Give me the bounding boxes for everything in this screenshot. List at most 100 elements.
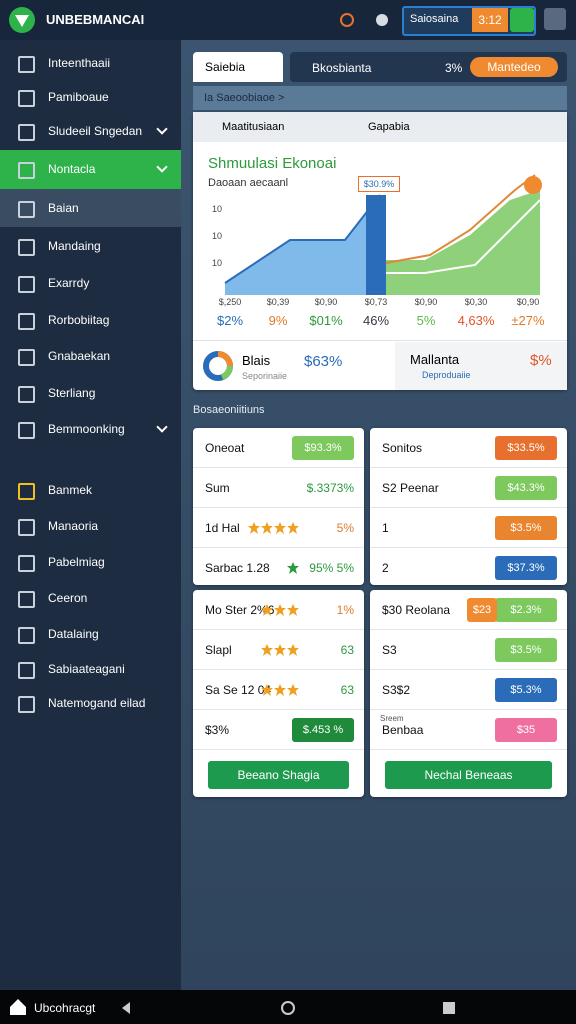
star (274, 644, 286, 656)
sidebar-icon (18, 201, 35, 218)
sidebar-item[interactable]: Datalaing (48, 627, 99, 641)
x-label: $0,90 (516, 297, 540, 307)
star (274, 684, 286, 696)
value-label: $01% (309, 313, 343, 328)
sidebar-item[interactable]: Banmek (48, 483, 93, 497)
sidebar-icon (18, 56, 35, 73)
y-label: 10 (212, 258, 223, 268)
stars (261, 644, 299, 656)
tab-button[interactable]: Mantedeo (470, 57, 558, 77)
footer-right-sub: Deproduaiie (422, 370, 471, 380)
value-pill: $.453 % (292, 718, 354, 742)
sidebar-item[interactable]: Pabelmiag (48, 555, 105, 569)
search-label[interactable]: Maatitusiaan (222, 121, 285, 133)
row-divider (370, 547, 567, 548)
star (261, 522, 273, 534)
sidebar-item[interactable]: Rorbobiitag (48, 313, 110, 327)
row-divider (193, 749, 364, 750)
star (274, 604, 286, 616)
menu-icon[interactable] (544, 8, 566, 30)
home-icon[interactable] (8, 997, 28, 1017)
card-button[interactable]: Beeano Shagia (208, 761, 349, 789)
sidebar-icon (18, 422, 35, 439)
row-value: 5% (336, 521, 354, 535)
row-divider (193, 709, 364, 710)
row-divider (370, 467, 567, 468)
sidebar-item[interactable]: Sabiaateagani (48, 662, 125, 676)
footer-right-bg (395, 342, 567, 390)
x-label: $0,73 (364, 297, 388, 307)
row-label: 1 (382, 521, 389, 535)
chart-header (193, 112, 567, 142)
badge-pill: $23 (467, 598, 497, 622)
value-label: 4,63% (457, 313, 495, 328)
breadcrumb: Ia Saeoobiaoe > (204, 92, 285, 104)
value-label: $2% (216, 313, 244, 328)
sidebar-item[interactable]: Natemogand eilad (48, 696, 146, 710)
sidebar-item[interactable]: Nontacla (48, 162, 96, 176)
sidebar-item[interactable]: Sterliang (48, 386, 96, 400)
sidebar-item[interactable]: Mandaing (48, 239, 101, 253)
row-divider (370, 749, 567, 750)
stars (261, 684, 299, 696)
row-divider (193, 507, 364, 508)
top-icons[interactable] (338, 10, 394, 30)
sidebar-item[interactable]: Bemmoonking (48, 422, 125, 436)
star (261, 604, 273, 616)
sidebar-icon (18, 483, 35, 500)
x-label: $0,90 (314, 297, 338, 307)
row-label: 2 (382, 561, 389, 575)
bottom-bar (0, 990, 576, 1024)
nav-buttons[interactable] (118, 998, 458, 1018)
value-label: 46% (362, 313, 390, 328)
divider (193, 340, 567, 341)
value-pill: $5.3% (495, 678, 557, 702)
value-pill: $3.5% (495, 516, 557, 540)
sidebar-icon (18, 124, 35, 141)
star (274, 522, 286, 534)
row-label: 1d Hal (205, 521, 240, 535)
row-label: Sarbac 1.28 (205, 561, 270, 575)
row-divider (370, 669, 567, 670)
sidebar-item[interactable]: Baian (48, 201, 79, 215)
x-label: $0,39 (266, 297, 290, 307)
sidebar-icon (18, 162, 35, 179)
star (287, 684, 299, 696)
sidebar-icon (18, 239, 35, 256)
value-pill: $93.3% (292, 436, 354, 460)
sidebar-item[interactable]: Pamiboaue (48, 90, 109, 104)
sidebar-icon (18, 555, 35, 572)
star (287, 562, 299, 574)
row-label: Slapl (205, 643, 232, 657)
tab-active[interactable]: Saiebia (193, 52, 283, 82)
sidebar-item[interactable]: Exarrdy (48, 276, 90, 290)
sidebar-item[interactable]: Ceeron (48, 591, 88, 605)
value-label: ±27% (511, 313, 545, 328)
value-pill: $37.3% (495, 556, 557, 580)
star (287, 604, 299, 616)
tab-second[interactable]: Bkosbianta (312, 61, 372, 75)
row-value: 95% 5% (309, 561, 354, 575)
app-title: UNBEBMANCAI (46, 12, 145, 27)
sidebar-item[interactable]: Gnabaekan (48, 349, 111, 363)
filter-label[interactable]: Gapabia (368, 121, 410, 133)
sidebar-item[interactable]: Inteenthaaii (48, 56, 111, 70)
row-divider (193, 467, 364, 468)
row-value: $.3373% (306, 481, 354, 495)
sidebar-item[interactable]: Manaoria (48, 519, 99, 533)
active-item-bg (0, 150, 181, 189)
sidebar-icon (18, 276, 35, 293)
row-label: S3$2 (382, 683, 411, 697)
row-divider (193, 629, 364, 630)
star (287, 644, 299, 656)
card-button[interactable]: Nechal Beneaas (385, 761, 552, 789)
star (248, 522, 260, 534)
x-label: $0,30 (464, 297, 488, 307)
row-label: S3 (382, 643, 397, 657)
row-divider (370, 629, 567, 630)
status-icon[interactable] (510, 8, 534, 32)
row-label: Benbaa (382, 723, 424, 737)
chart-subtitle: Daoaan aecaanl (208, 177, 289, 189)
sidebar-item[interactable]: Sludeeil Sngedan (48, 124, 143, 138)
